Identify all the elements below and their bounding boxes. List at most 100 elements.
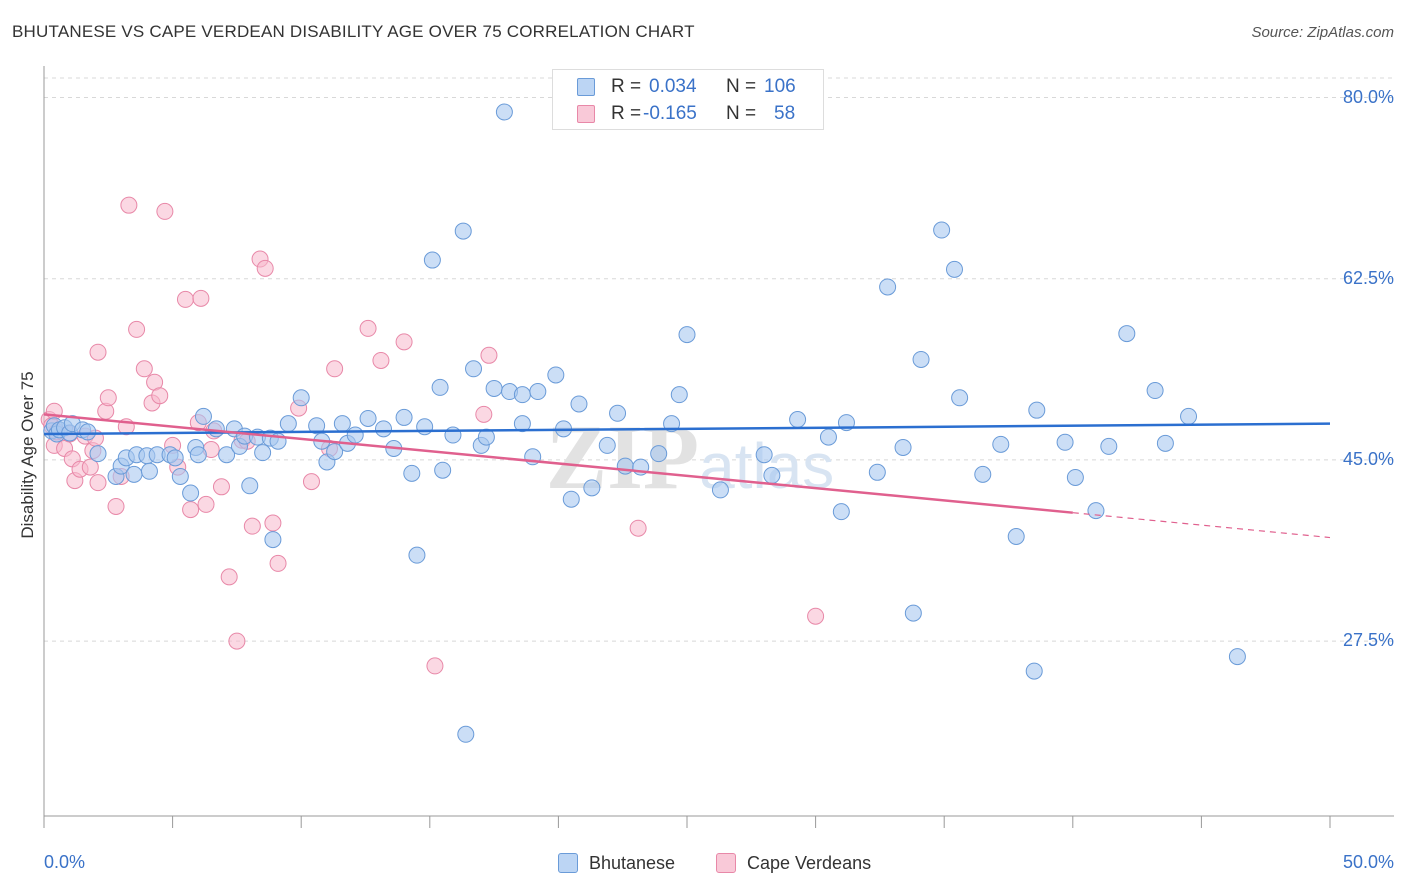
bhutanese-point [678,326,696,344]
cape-verdean-point [228,632,246,650]
bhutanese-point [1228,648,1246,666]
r-label: R = [611,76,642,97]
bhutanese-point [477,428,495,446]
r-label: R = [611,103,642,124]
bhutanese-point [194,407,212,425]
y-tick-label: 80.0% [1342,86,1394,107]
correlation-legend: R = 0.034 N = 106 R = -0.165 N = 58 [552,69,824,130]
bhutanese-point [763,466,781,484]
cape-verdean-point [128,320,146,338]
bhutanese-point [189,446,207,464]
cape-verdean-point [151,387,169,405]
cape-verdean-point [120,196,138,214]
bhutanese-point [218,446,236,464]
bhutanese-point [431,378,449,396]
cape-verdean-point [89,343,107,361]
bhutanese-point [308,417,326,435]
bhutanese-point [711,481,729,499]
bhutanese-points [43,103,1246,743]
bhutanese-point [945,260,963,278]
bhutanese-point [1056,433,1074,451]
cape-verdean-point [135,360,153,378]
bhutanese-point [79,423,97,441]
cape-verdean-point [256,259,274,277]
bhutanese-point [254,444,272,462]
bhutanese-point [1066,468,1084,486]
bhutanese-point [570,395,588,413]
cape-verdean-point [220,568,238,586]
bhutanese-point [992,435,1010,453]
cape-verdean-point [426,657,444,675]
bhutanese-point [670,386,688,404]
bhutanese-point [616,457,634,475]
bhutanese-point [789,411,807,429]
bhutanese-point [609,404,627,422]
bhutanese-point [1100,437,1118,455]
bhutanese-point [1180,407,1198,425]
bhutanese-point [241,477,259,495]
bhutanese-point [974,465,992,483]
gridlines [44,77,1394,642]
bhutanese-point [279,415,297,433]
n-value: 106 [764,76,796,97]
bhutanese-point [1087,502,1105,520]
blue-swatch [577,78,595,96]
bhutanese-point [547,366,565,384]
n-label: N = [726,103,757,124]
bhutanese-point [868,463,886,481]
bhutanese-point [663,415,681,433]
y-axis-label: Disability Age Over 75 [18,371,37,539]
legend-label: Bhutanese [589,853,676,873]
bhutanese-point [1007,528,1025,546]
trend-lines [43,413,1331,539]
bhutanese-point [182,484,200,502]
cape-verdean-point [480,346,498,364]
cape-verdean-trend-extension [1072,512,1331,539]
n-value: 58 [774,103,796,124]
cape-verdean-point [395,333,413,351]
bhutanese-trend-line [43,422,1331,436]
cape-verdean-point [89,474,107,492]
pink-swatch [577,105,595,123]
bhutanese-point [832,503,850,521]
bhutanese-point [755,446,773,464]
n-label: N = [726,76,757,97]
cape-verdean-point [302,473,320,491]
bhutanese-point [292,389,310,407]
bhutanese-point [933,221,951,239]
bhutanese-point [1118,325,1136,343]
bhutanese-point [346,426,364,444]
axes [43,66,1394,828]
cape-verdean-trend-line [43,413,1073,514]
bhutanese-point [495,103,513,121]
bhutanese-point [650,445,668,463]
source-label: Source: ZipAtlas.com [1251,24,1394,41]
bhutanese-point [904,604,922,622]
cape-verdean-point [629,519,647,537]
bhutanese-point [819,428,837,446]
cape-verdean-point [182,501,200,519]
bhutanese-point [513,386,531,404]
bhutanese-point [529,383,547,401]
bhutanese-point [207,420,225,438]
bhutanese-point [375,420,393,438]
bhutanese-point [403,464,421,482]
bhutanese-point [454,222,472,240]
bhutanese-point [562,490,580,508]
y-tick-label: 45.0% [1342,448,1394,469]
bhutanese-point [171,467,189,485]
bhutanese-point [1156,434,1174,452]
cape-verdean-point [99,389,117,407]
cape-verdean-point [107,497,125,515]
bhutanese-point [423,251,441,269]
y-tick-label: 27.5% [1342,630,1394,651]
r-value: -0.165 [643,103,697,124]
cape-verdean-point [269,554,287,572]
cape-verdean-point [156,202,174,220]
cape-verdean-point [197,495,215,513]
cape-verdean-point [264,514,282,532]
bhutanese-point [894,438,912,456]
bhutanese-point [1025,662,1043,680]
bhutanese-point [89,445,107,463]
